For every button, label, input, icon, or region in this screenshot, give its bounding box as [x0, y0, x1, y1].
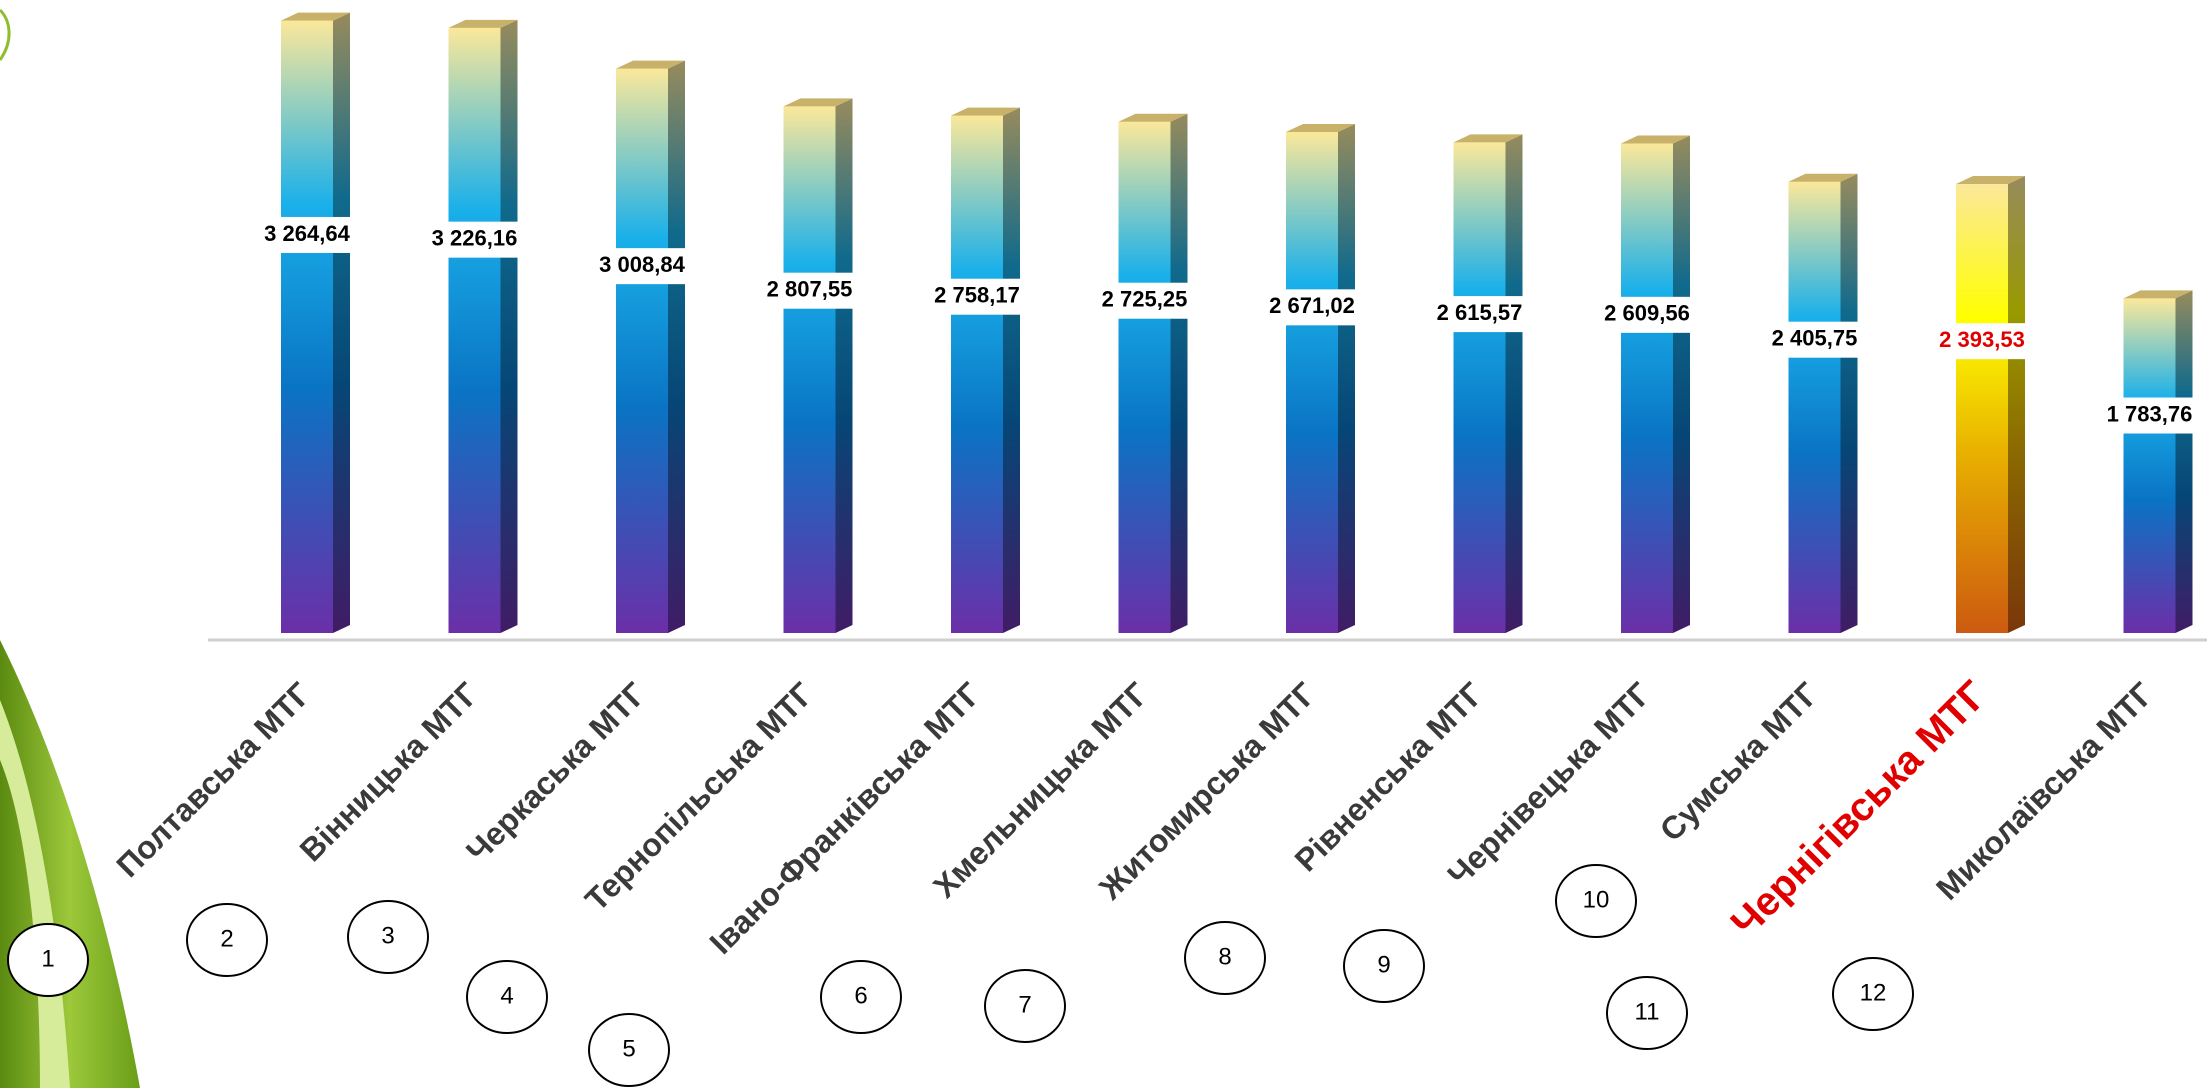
rank-circle [347, 900, 429, 974]
bar-top [1621, 135, 1690, 144]
bar-top [1956, 176, 2025, 185]
rank-label: 11 [1635, 998, 1660, 1025]
rank-circle [1184, 921, 1266, 995]
bar [783, 106, 836, 633]
rank-circle [820, 960, 902, 1034]
bar [616, 68, 668, 633]
bar-top [2123, 290, 2193, 299]
value-label: 2 405,75 [1772, 325, 1858, 350]
rank-label: 7 [1018, 991, 1031, 1018]
bar-side [668, 60, 685, 633]
bar-side [1673, 135, 1690, 633]
bar-top [1788, 173, 1858, 182]
rank-circle [984, 969, 1066, 1043]
value-label-bg [2087, 397, 2207, 434]
bar-side [835, 98, 853, 633]
rank-label: 4 [500, 982, 513, 1009]
bar [1788, 181, 1841, 633]
value-label-bg [1585, 296, 1709, 333]
value-label: 2 758,17 [934, 283, 1020, 308]
rank-circle [7, 923, 89, 997]
x-tick-label: Вінницька МТГ [293, 675, 486, 868]
value-label-bg [1920, 323, 2044, 360]
value-label: 3 008,84 [599, 252, 685, 277]
bar-top [951, 107, 1020, 116]
bar [2123, 298, 2176, 633]
bar [1286, 131, 1338, 634]
bar-top [616, 60, 685, 69]
rank-circle [1555, 864, 1637, 938]
rank-circle [466, 960, 548, 1034]
value-label: 2 609,56 [1604, 301, 1690, 326]
x-tick-label: Сумська МТГ [1653, 675, 1826, 848]
decoration [0, 8, 11, 61]
bar [1118, 121, 1171, 633]
bar-side [2175, 290, 2193, 633]
bar-side [1840, 173, 1858, 633]
value-label: 2 725,25 [1102, 287, 1188, 312]
value-label-bg [245, 216, 369, 253]
value-label: 3 264,64 [264, 221, 350, 246]
value-label-bg [580, 248, 704, 285]
value-label-bg [1752, 321, 1877, 358]
rank-circle [1606, 976, 1688, 1050]
rank-label: 9 [1377, 951, 1390, 978]
rank-label: 2 [220, 925, 233, 952]
value-label: 2 615,57 [1437, 300, 1523, 325]
bar-side [1505, 134, 1523, 633]
bar-top [1453, 134, 1523, 143]
bar-side [1003, 107, 1020, 634]
bar-side [1170, 113, 1188, 634]
value-label: 1 783,76 [2107, 401, 2193, 426]
bar [1956, 184, 2008, 633]
value-label: 2 807,55 [767, 277, 853, 302]
x-tick-label: Івано-Франківська МТГ [702, 675, 987, 960]
rank-circle [1343, 929, 1425, 1003]
rank-label: 1 [41, 945, 54, 972]
value-label: 3 226,16 [432, 225, 518, 250]
rank-label: 6 [854, 982, 867, 1009]
value-label-bg [747, 272, 872, 309]
value-label-bg [915, 278, 1039, 315]
bar-side [1338, 123, 1355, 634]
bar-top [448, 19, 518, 28]
bar-top [1118, 113, 1188, 122]
x-tick-label: Черкаська МТГ [459, 675, 653, 869]
rank-circle [1832, 957, 1914, 1031]
bar-top [783, 98, 853, 107]
bar-top [281, 12, 350, 21]
rank-label: 3 [381, 922, 394, 949]
bar [1621, 143, 1673, 633]
value-label-bg [412, 221, 537, 258]
bar-top [1286, 123, 1355, 132]
bar-side [333, 12, 350, 633]
rank-circle [186, 903, 268, 977]
value-label-bg [1417, 296, 1542, 333]
value-label: 2 671,02 [1269, 293, 1355, 318]
bar [281, 20, 333, 633]
rank-circle [588, 1013, 670, 1087]
x-tick-label: Полтавська МТГ [109, 675, 318, 884]
rank-label: 8 [1218, 943, 1231, 970]
value-label-bg [1250, 289, 1374, 326]
bar-side [2008, 176, 2025, 633]
bar [951, 115, 1003, 634]
rank-label: 12 [1860, 979, 1887, 1006]
bar-side [500, 19, 518, 634]
bar [448, 27, 501, 634]
bar [1453, 142, 1506, 633]
value-label-bg [1082, 282, 1207, 319]
rank-label: 5 [622, 1035, 635, 1062]
value-label: 2 393,53 [1939, 327, 2025, 352]
rank-label: 10 [1583, 886, 1610, 913]
